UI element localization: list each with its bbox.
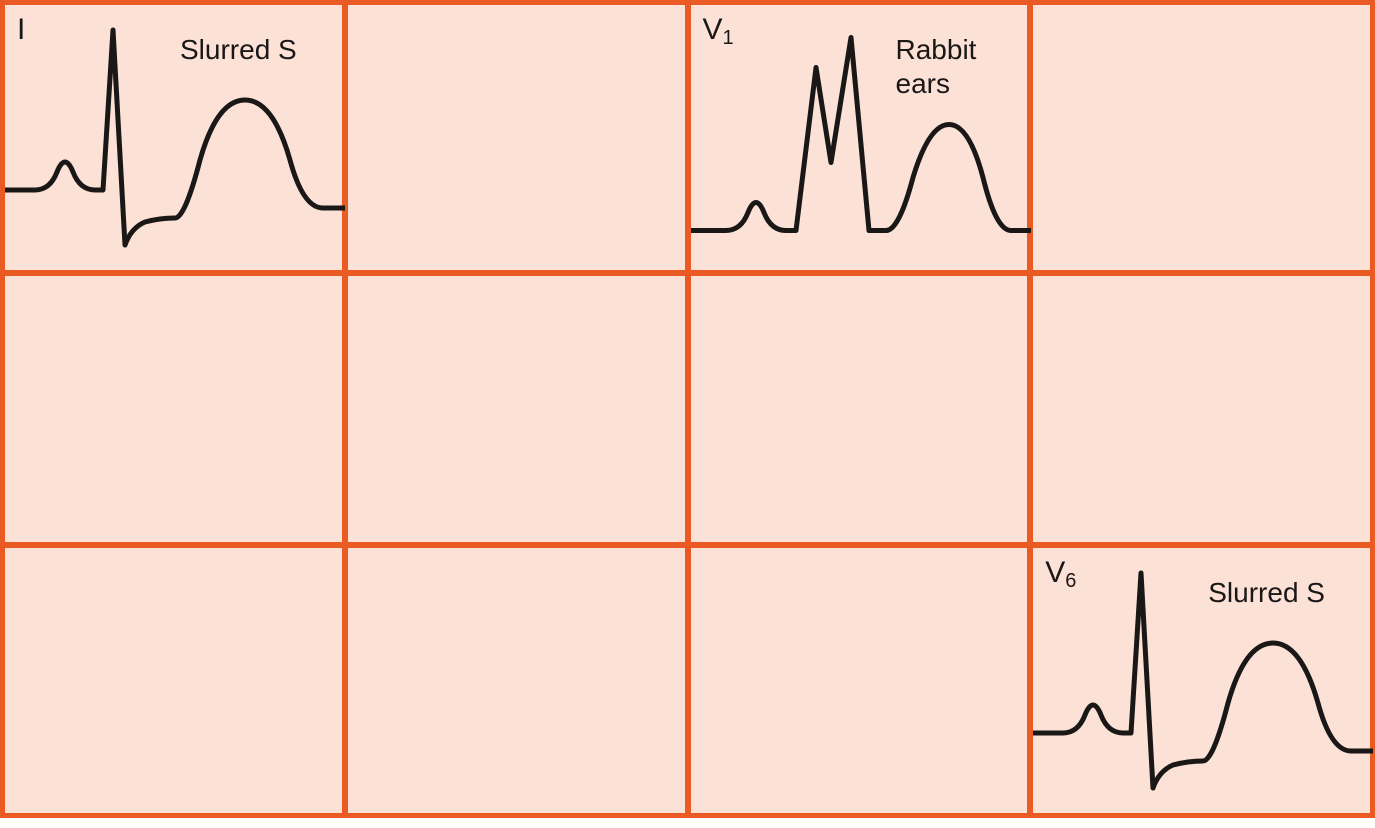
slurred-s-waveform: [5, 0, 345, 285]
ecg-cell: [5, 276, 342, 541]
slurred-s-waveform: [1033, 538, 1373, 828]
ecg-cell: V6Slurred S: [1033, 548, 1370, 813]
ecg-cell: [348, 548, 685, 813]
ecg-cell: [5, 548, 342, 813]
ecg-cell: V1Rabbit ears: [691, 5, 1028, 270]
ecg-cell: [348, 5, 685, 270]
ecg-cell: [1033, 5, 1370, 270]
ecg-cell: [691, 548, 1028, 813]
ecg-cell: [1033, 276, 1370, 541]
ecg-grid: ISlurred S V1Rabbit ears V6Slurred S: [0, 0, 1375, 818]
ecg-cell: ISlurred S: [5, 5, 342, 270]
rabbit-ears-waveform: [691, 0, 1031, 275]
ecg-cell: [691, 276, 1028, 541]
ecg-cell: [348, 276, 685, 541]
